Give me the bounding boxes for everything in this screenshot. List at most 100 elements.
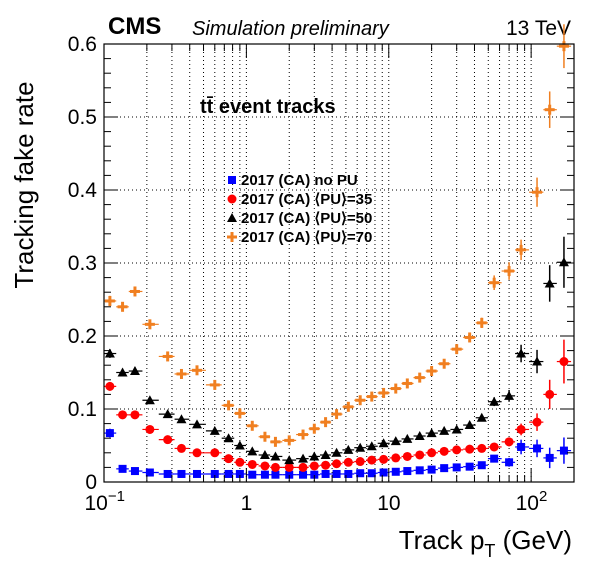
data-point <box>247 459 257 469</box>
data-point <box>210 469 219 478</box>
data-point <box>355 442 366 452</box>
data-point <box>129 286 140 297</box>
legend-marker <box>227 232 237 242</box>
data-point <box>517 442 526 451</box>
data-point <box>439 358 450 369</box>
data-point <box>321 460 331 470</box>
data-point <box>390 436 401 446</box>
y-tick-label: 0.5 <box>68 106 97 129</box>
data-point <box>144 319 155 330</box>
data-point <box>378 387 389 398</box>
data-point <box>464 420 475 430</box>
data-point <box>177 469 186 478</box>
data-point <box>163 435 173 445</box>
data-point <box>516 348 527 358</box>
y-tick-label: 0 <box>85 471 97 494</box>
data-point <box>426 366 437 377</box>
data-point <box>516 244 527 255</box>
data-point <box>118 410 128 420</box>
data-point <box>452 463 461 472</box>
data-point <box>532 417 542 427</box>
legend-marker <box>227 194 237 204</box>
data-point <box>248 470 257 479</box>
data-point <box>343 444 354 454</box>
data-point <box>104 348 115 358</box>
data-point <box>490 454 499 463</box>
data-point <box>234 440 245 450</box>
x-tick-label: 1 <box>241 492 253 515</box>
y-tick-label: 0.1 <box>68 398 97 421</box>
data-point <box>414 431 425 441</box>
data-point <box>504 390 515 400</box>
data-point <box>298 429 309 440</box>
x-tick-label: 10 <box>377 492 400 515</box>
data-point <box>224 454 234 464</box>
data-point <box>414 372 425 383</box>
data-point <box>465 462 474 471</box>
series-0 <box>104 428 572 479</box>
data-point <box>176 368 187 379</box>
data-point <box>544 278 555 288</box>
data-point <box>379 454 389 464</box>
x-tick-label: 102 <box>516 488 548 515</box>
data-point <box>209 379 220 390</box>
data-point <box>452 445 462 455</box>
data-point <box>489 396 500 406</box>
experiment-label: CMS <box>108 13 161 40</box>
series-1 <box>104 339 572 472</box>
data-point <box>427 465 436 474</box>
data-point <box>356 469 365 478</box>
plot-frame <box>103 43 575 483</box>
data-point <box>309 461 319 471</box>
data-point <box>545 389 555 399</box>
data-point <box>176 443 186 453</box>
data-point <box>247 446 258 456</box>
data-point <box>176 414 187 424</box>
data-point <box>391 467 400 476</box>
data-point <box>310 470 319 479</box>
legend-marker <box>227 213 237 222</box>
x-tick-label: 10−1 <box>85 488 125 515</box>
data-point <box>270 451 281 461</box>
data-point <box>104 295 115 306</box>
data-point <box>223 433 234 443</box>
data-point <box>427 448 437 458</box>
data-point <box>285 470 294 479</box>
data-point <box>259 431 270 442</box>
data-point <box>130 467 139 476</box>
data-point <box>558 257 569 267</box>
data-point <box>476 317 487 328</box>
data-point <box>235 457 245 467</box>
data-point <box>162 351 173 362</box>
data-point <box>105 381 115 391</box>
data-point <box>247 420 258 431</box>
data-point <box>489 442 499 452</box>
data-point <box>284 455 295 465</box>
data-point <box>402 378 413 389</box>
annotation: tt̄ event tracks <box>200 96 336 118</box>
legend-marker <box>228 176 236 184</box>
data-point <box>558 41 569 52</box>
data-point <box>193 469 202 478</box>
data-point <box>403 467 412 476</box>
data-point <box>117 301 128 312</box>
data-point <box>210 448 220 458</box>
data-point <box>284 462 294 472</box>
data-point <box>309 423 320 434</box>
data-point <box>163 469 172 478</box>
status-label: Simulation preliminary <box>192 18 390 40</box>
data-point <box>559 446 568 455</box>
data-point <box>390 383 401 394</box>
data-point <box>545 453 554 462</box>
data-point <box>426 428 437 438</box>
data-point <box>309 451 320 461</box>
data-point <box>344 469 353 478</box>
data-point <box>366 441 377 451</box>
legend-label: 2017 (CA) ⟨PU⟩=35 <box>241 191 372 208</box>
axes: 0 0.1 0.2 0.3 0.4 0.5 0.6 10−1 1 10 102 <box>68 33 575 515</box>
data-point <box>331 409 342 420</box>
x-axis-label-main: Track p <box>399 525 485 555</box>
data-point <box>117 367 128 377</box>
data-point <box>465 444 475 454</box>
